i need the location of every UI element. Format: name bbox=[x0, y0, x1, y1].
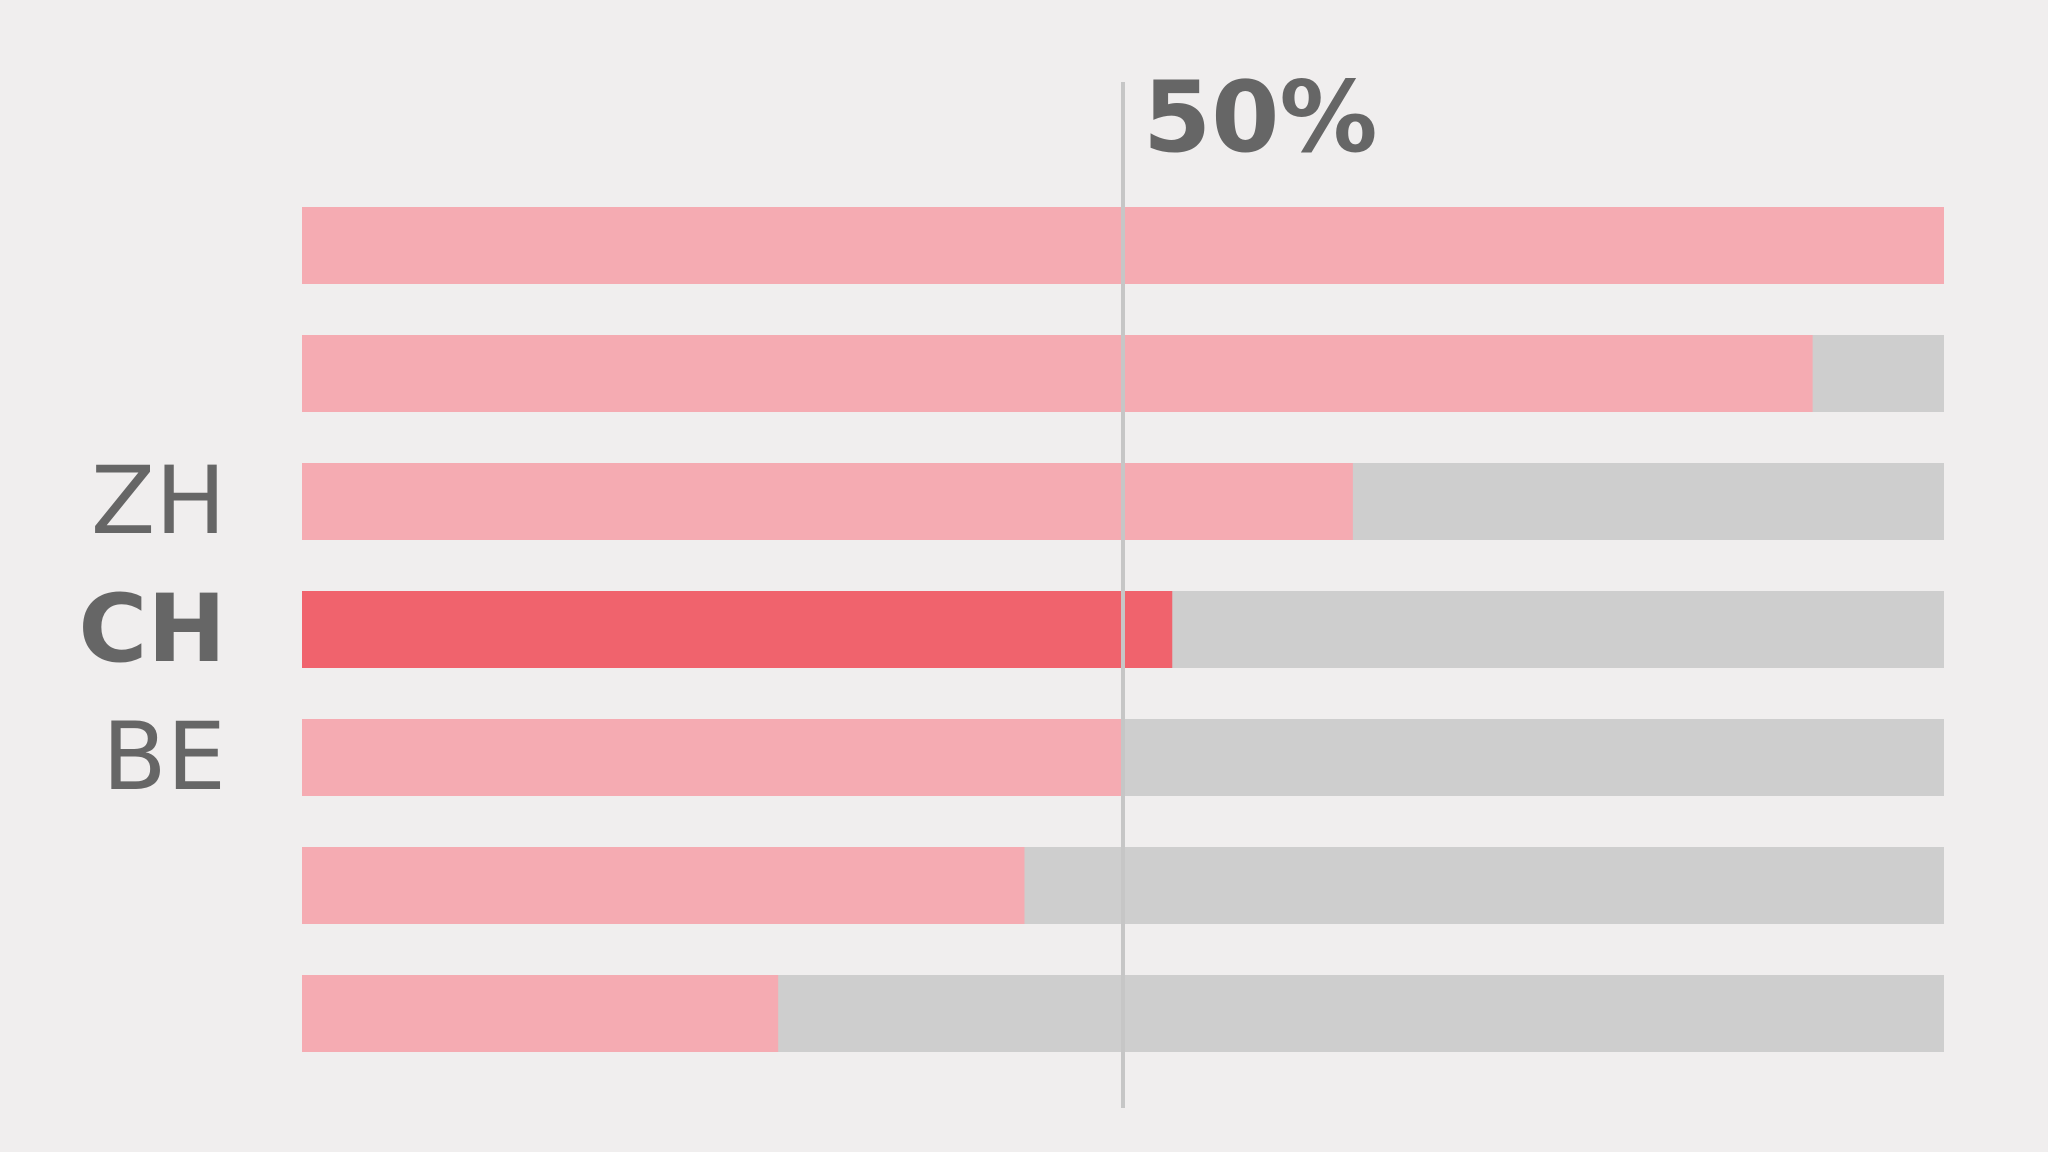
bar bbox=[302, 719, 1123, 796]
category-labels-group: ZH CH BE bbox=[78, 447, 226, 812]
bar-highlight bbox=[302, 591, 1173, 668]
category-label: BE bbox=[102, 703, 226, 812]
reference-line-label: 50% bbox=[1143, 61, 1378, 175]
category-label: CH bbox=[78, 575, 226, 684]
bar bbox=[302, 975, 779, 1052]
bar bbox=[302, 847, 1025, 924]
category-label: ZH bbox=[91, 447, 226, 556]
bar bbox=[302, 463, 1353, 540]
bar bbox=[302, 335, 1813, 412]
